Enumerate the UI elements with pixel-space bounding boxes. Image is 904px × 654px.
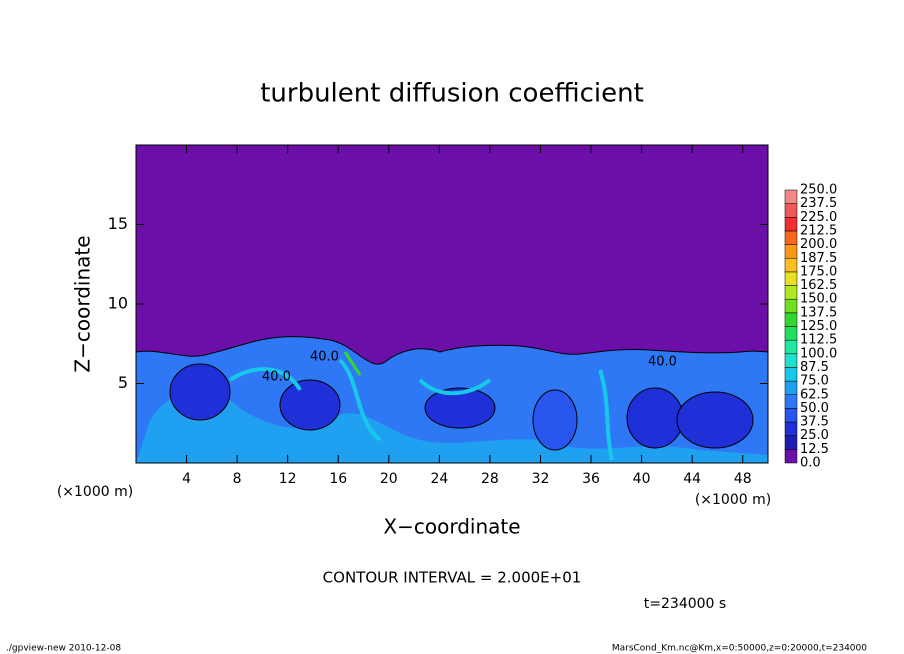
colorbar-bin <box>784 394 798 409</box>
colorbar-bin <box>784 421 798 436</box>
x-tick-label: 8 <box>233 471 242 487</box>
colorbar-label: 137.5 <box>800 305 837 320</box>
colorbar-bin <box>784 449 798 464</box>
footer-right: MarsCond_Km.nc@Km,x=0:50000,z=0:20000,t=… <box>612 644 867 654</box>
y-axis-label: Z−coordinate <box>71 235 95 372</box>
x-unit: (×1000 m) <box>695 492 771 508</box>
field-cell <box>279 379 341 431</box>
colorbar-bin <box>784 258 798 273</box>
colorbar-bin <box>784 380 798 396</box>
colorbar-label: 25.0 <box>800 428 829 443</box>
contour-interval: CONTOUR INTERVAL = 2.000E+01 <box>323 569 582 587</box>
colorbar-label: 50.0 <box>800 401 829 416</box>
x-tick-label: 48 <box>734 471 752 487</box>
x-tick-label: 24 <box>430 471 448 487</box>
y-unit: (×1000 m) <box>57 484 133 500</box>
colorbar-bin <box>784 189 798 204</box>
colorbar-label: 175.0 <box>800 264 837 279</box>
contour-label: 40.0 <box>262 370 291 385</box>
colorbar-bin <box>784 285 798 300</box>
colorbar-label: 250.0 <box>800 183 837 198</box>
field <box>136 145 768 463</box>
field-cell <box>626 387 684 449</box>
colorbar-label: 225.0 <box>800 210 837 225</box>
x-tick-label: 36 <box>582 471 600 487</box>
x-tick-label: 12 <box>279 471 297 487</box>
x-tick-label: 4 <box>182 471 191 487</box>
colorbar-bin <box>784 203 798 218</box>
x-tick-label: 16 <box>329 471 347 487</box>
colorbar-bin <box>784 312 798 327</box>
colorbar-label: 200.0 <box>800 237 837 252</box>
field-region <box>136 389 768 463</box>
y-tick-label: 5 <box>118 373 128 392</box>
colorbar-label: 112.5 <box>800 333 837 348</box>
colorbar-bin <box>784 408 798 423</box>
x-tick-label: 28 <box>481 471 499 487</box>
colorbar-label: 62.5 <box>800 387 829 402</box>
colorbar-label: 0.0 <box>800 456 821 471</box>
colorbar-bin <box>784 217 798 232</box>
colorbar-label: 100.0 <box>800 346 837 361</box>
colorbar-label: 237.5 <box>800 196 837 211</box>
field-cell <box>532 389 578 451</box>
x-tick-label: 20 <box>380 471 398 487</box>
colorbar-label: 125.0 <box>800 319 837 334</box>
x-tick-label: 32 <box>532 471 550 487</box>
colorbar-label: 150.0 <box>800 292 837 307</box>
field-cell <box>424 387 496 429</box>
chart-title: turbulent diffusion coefficient <box>260 79 644 109</box>
contour-label: 40.0 <box>648 355 677 370</box>
colorbar-label: 87.5 <box>800 360 829 375</box>
colorbar-label: 212.5 <box>800 223 837 238</box>
x-axis-label: X−coordinate <box>383 515 520 539</box>
footer-left: ./gpview-new 2010-12-08 <box>6 644 121 654</box>
contour-label: 40.0 <box>310 350 339 365</box>
y-tick-label: 10 <box>108 294 128 313</box>
field-cell <box>169 363 231 421</box>
colorbar-label: 37.5 <box>800 415 829 430</box>
colorbar-bin <box>784 230 798 245</box>
field-streak <box>228 358 614 461</box>
y-tick-label: 15 <box>108 214 128 233</box>
colorbar-label: 75.0 <box>800 374 829 389</box>
x-tick-label: 40 <box>633 471 651 487</box>
colorbar-bin <box>784 298 798 314</box>
time-label: t=234000 s <box>644 596 726 612</box>
field-cell <box>676 391 754 449</box>
colorbar-label: 162.5 <box>800 278 837 293</box>
colorbar-bin <box>784 271 798 286</box>
colorbar-label: 187.5 <box>800 251 837 266</box>
x-tick-label: 44 <box>683 471 701 487</box>
colorbar-label: 12.5 <box>800 442 829 457</box>
colorbar-bin <box>784 339 798 355</box>
colorbar-bin <box>784 326 798 341</box>
colorbar-bin <box>784 244 798 259</box>
colorbar-bin <box>784 353 798 368</box>
colorbar-bin <box>784 367 798 382</box>
colorbar-bin <box>784 435 798 450</box>
field-streak <box>343 351 362 376</box>
